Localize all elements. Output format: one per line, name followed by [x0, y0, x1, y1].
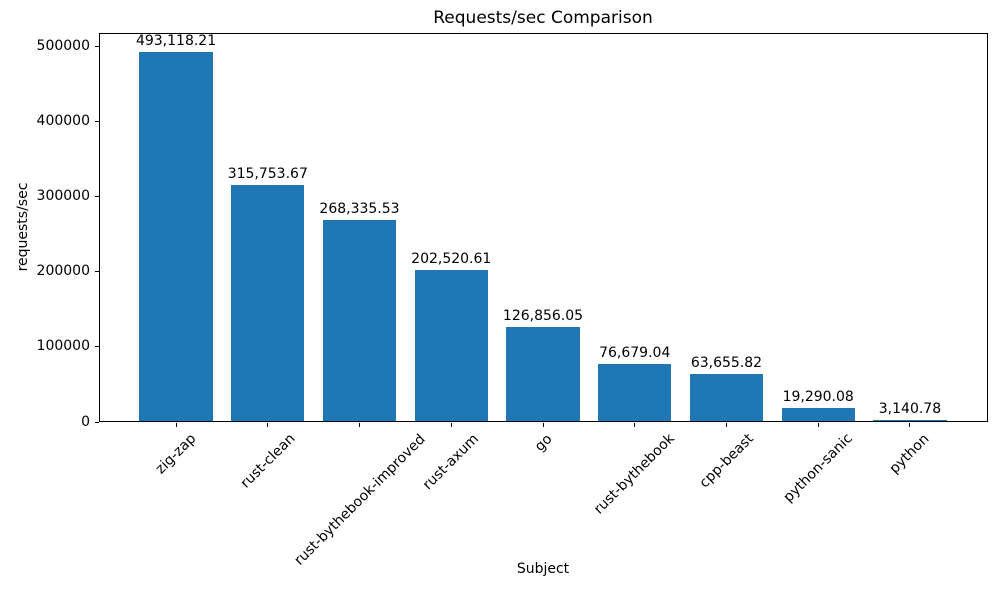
value-label: 76,679.04 — [599, 345, 671, 362]
x-tick-mark — [359, 423, 361, 427]
x-tick-mark — [175, 423, 177, 427]
value-label: 19,290.08 — [782, 388, 854, 405]
value-label: 63,655.82 — [690, 355, 763, 372]
bar-rust-clean — [231, 184, 305, 422]
bar-go — [506, 326, 580, 422]
x-tick-mark — [634, 423, 636, 427]
x-tick-label: python-sanic — [780, 430, 856, 507]
value-label: 3,140.78 — [878, 400, 942, 417]
x-tick-label: go — [531, 430, 556, 455]
y-tick-label: 100000 — [36, 338, 90, 355]
y-tick-mark — [95, 120, 99, 122]
x-tick-mark — [450, 423, 452, 427]
x-tick-mark — [725, 423, 727, 427]
y-tick-label: 0 — [81, 413, 90, 430]
bar-rust-bythebook — [598, 364, 672, 422]
x-tick-label: zig-zap — [152, 430, 200, 478]
y-tick-label: 300000 — [36, 188, 90, 205]
bar-python-sanic — [781, 407, 855, 422]
bar-cpp-beast — [689, 374, 764, 422]
y-tick-label: 400000 — [36, 112, 90, 129]
x-axis-label: Subject — [516, 561, 570, 577]
bar-rust-bythebook-improved — [322, 220, 397, 422]
x-tick-mark — [542, 423, 544, 427]
y-tick-label: 500000 — [36, 37, 90, 54]
y-tick-mark — [95, 421, 99, 423]
x-tick-label: rust-axum — [420, 431, 483, 494]
x-tick-label: rust-bythebook-improved — [290, 430, 429, 569]
y-tick-mark — [95, 196, 99, 198]
value-label: 126,856.05 — [502, 307, 584, 324]
value-label: 493,118.21 — [135, 32, 217, 49]
x-tick-label: rust-clean — [237, 430, 299, 492]
y-tick-mark — [95, 271, 99, 273]
y-tick-label: 200000 — [36, 263, 90, 280]
bar-zig-zap — [139, 51, 213, 422]
chart-title: Requests/sec Comparison — [433, 8, 653, 28]
y-tick-mark — [95, 45, 99, 47]
x-tick-label: python — [886, 430, 933, 477]
value-label: 268,335.53 — [319, 201, 400, 218]
value-label: 315,753.67 — [227, 165, 308, 182]
x-tick-mark — [909, 423, 911, 427]
x-tick-mark — [267, 423, 269, 427]
bar-python — [873, 419, 947, 422]
x-tick-label: cpp-beast — [696, 430, 757, 492]
x-tick-mark — [817, 423, 819, 427]
y-tick-mark — [95, 346, 99, 348]
x-tick-label: rust-bythebook — [591, 431, 679, 518]
value-label: 202,520.61 — [411, 250, 492, 267]
bar-rust-axum — [414, 269, 488, 422]
